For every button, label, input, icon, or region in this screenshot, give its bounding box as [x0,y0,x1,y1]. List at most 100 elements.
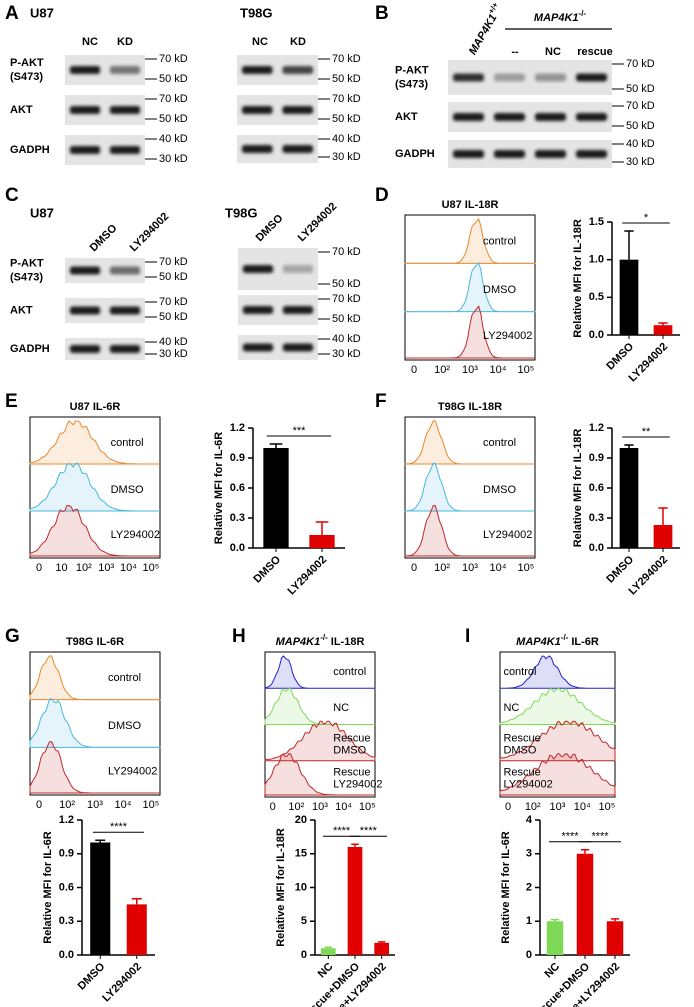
error-bar [315,521,329,535]
band [493,73,526,82]
histogram-legend: NC [503,702,519,714]
panel-label: I [465,626,470,647]
histogram-xtick: 10⁵ [359,801,376,813]
histogram-curve [405,305,535,359]
bar [90,842,111,955]
y-tick-label: 1.2 [59,814,74,826]
row-label: P-AKT [10,257,44,269]
band [69,345,101,353]
gene: MAP4K1 [467,12,500,57]
error-bar [658,507,668,525]
marker-label: 40 kD [332,333,361,345]
histogram-xtick: 0 [270,801,276,813]
y-tick-label: 0.9 [59,848,74,860]
histogram-legend: LY294002 [483,330,532,342]
marker-label: 30 kD [332,348,361,360]
x-tick-label: NC [542,961,562,981]
y-tick-label: 0.0 [589,329,604,341]
histogram-xtick: 0 [505,801,511,813]
row-label: P-AKT [395,64,429,76]
bar [347,847,363,955]
histogram-curve [404,462,535,512]
x-tick-label: NC [316,961,336,981]
y-tick-label: 0.6 [230,482,245,494]
significance-label: **** [360,825,378,837]
histogram-legend: NC [333,702,349,714]
histogram-curve [29,741,160,794]
bar [309,535,335,548]
band [109,146,141,154]
band [452,113,485,121]
band [452,73,485,82]
histogram-curve [499,720,616,762]
genotype: -/- [561,633,569,642]
error-bar [131,898,142,905]
y-tick-label: 0.3 [589,512,604,524]
panel-label: A [5,3,19,24]
gene: MAP4K1 [276,636,321,648]
error-bar [624,444,634,448]
histogram-xtick: 10² [525,801,541,813]
x-tick-label: DMSO [251,553,283,585]
histogram-xtick: 10³ [98,562,114,574]
blot-title: U87 [30,5,54,20]
panel-label: H [232,626,246,647]
marker-label: 50 kD [159,271,188,283]
lane-label: MAP4K1+/+ [464,0,506,57]
histogram-title: T98G IL-6R [66,636,124,648]
lane-label: KD [117,36,133,48]
y-tick-label: 20 [295,814,307,826]
histogram-curve [264,655,376,689]
y-tick-label: 2 [526,881,532,893]
marker-label: 70 kD [159,93,188,105]
panel-label: B [375,3,389,24]
histogram-xtick: 10⁴ [120,562,137,574]
gene: MAP4K1 [534,12,579,24]
bar [126,904,147,955]
x-tick-label: DMSO [604,340,636,372]
histogram-title: MAP4K1-/- IL-6R [516,633,599,648]
y-tick-label: 1.2 [589,422,604,434]
blot-title: U87 [30,205,54,220]
row-label: GADPH [10,343,50,355]
y-tick-label: 0.6 [59,881,74,893]
band [109,345,141,353]
significance-label: **** [561,831,579,843]
band [241,66,273,74]
y-tick-label: 1 [526,915,532,927]
y-tick-label: 0.5 [589,291,604,303]
y-tick-label: 15 [295,848,307,860]
band [241,106,273,114]
error-bar [351,843,359,847]
y-tick-label: 0.0 [59,949,74,961]
y-axis-title: Relative MFI for IL-18R [572,429,584,548]
band [282,106,314,114]
error-bar [324,946,332,949]
significance-label: **** [333,825,351,837]
row-label: P-AKT [10,57,44,69]
histogram-xtick: 10³ [550,801,566,813]
panel-label: G [5,626,20,647]
row-label: AKT [10,304,33,316]
lane-label: NC [252,36,268,48]
y-axis-title: Relative MFI for IL-6R [42,831,54,944]
band [282,306,314,314]
lane-label: KD [290,36,306,48]
histogram-xtick: 10⁵ [518,364,535,376]
histogram-title: MAP4K1-/- IL-18R [276,633,365,648]
histogram-title: U87 IL-18R [442,199,499,211]
histogram-curve [404,261,536,313]
histogram-curve [499,753,616,796]
histogram-legend: DMSO [111,484,144,496]
band [69,306,101,315]
band [109,306,141,315]
band [575,150,608,158]
row-label: (S473) [10,271,43,283]
histogram-xtick: 10³ [462,364,478,376]
band [282,145,314,153]
histogram-xtick: 10² [59,799,75,811]
band [282,343,314,352]
histogram-legend: control [483,437,516,449]
genotype: -/- [320,633,328,642]
marker-label: 30 kD [332,151,361,163]
